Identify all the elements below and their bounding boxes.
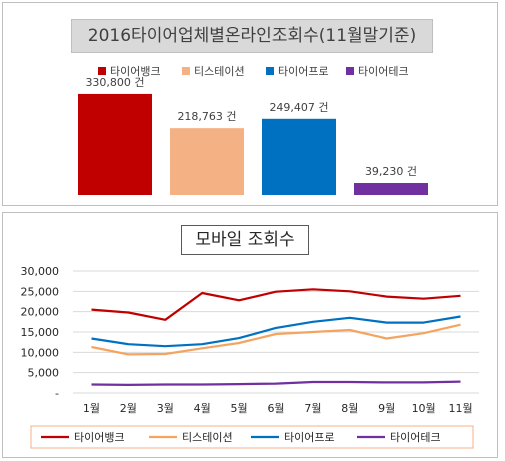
bar-chart-title: 2016타이어업체별온라인조회수(11월말기준) (71, 19, 433, 53)
line-plot: 30,000 25,000 20,000 15,000 10,000 5,000 - 1월 2월… (21, 265, 479, 449)
bar-1 (170, 128, 244, 195)
x-tick-label-2: 3월 (157, 402, 174, 415)
line-chart-title: 모바일 조회수 (181, 225, 309, 255)
legend-label-tiretech: 타이어테크 (358, 65, 409, 78)
legend-swatch-tirepro (266, 67, 274, 75)
bar-chart-panel: 2016타이어업체별온라인조회수(11월말기준) 타이어뱅크 티스테이션 타이어… (2, 2, 498, 206)
legend-item-tstation: 티스테이션 (182, 63, 245, 81)
y-tick-label-1: 25,000 (21, 285, 60, 298)
legend-item-tirebank: 타이어뱅크 (98, 63, 161, 81)
bar-2 (262, 118, 336, 195)
legend-item-tiretech: 타이어테크 (346, 63, 409, 81)
x-tick-label-6: 7월 (304, 402, 321, 415)
legend-swatch-tirebank (98, 67, 106, 75)
bar-0 (78, 93, 152, 195)
legend-swatch-tstation (182, 67, 190, 75)
series-line-1 (91, 323, 461, 356)
legend-label-0: 타이어뱅크 (74, 431, 125, 444)
y-tick-label-3: 15,000 (21, 326, 60, 339)
bar-3 (354, 183, 428, 195)
legend-label-3: 타이어테크 (390, 431, 441, 444)
y-tick-label-6: - (55, 387, 59, 400)
y-tick-label-4: 10,000 (21, 346, 60, 359)
series-line-0 (91, 288, 461, 321)
x-tick-label-4: 5월 (231, 402, 248, 415)
x-tick-label-7: 8월 (341, 402, 358, 415)
bar-value-label-1: 218,763 건 (177, 110, 236, 123)
x-tick-label-1: 2월 (120, 402, 137, 415)
x-tick-label-5: 6월 (267, 402, 284, 415)
series-line-2 (91, 315, 461, 348)
legend-label-1: 티스테이션 (182, 431, 233, 444)
series-line-3 (91, 380, 461, 386)
legend-label-tirebank: 타이어뱅크 (110, 65, 161, 78)
bar-plot: 330,800 건 218,763 건 249,407 건 39,230 건 (78, 76, 428, 195)
legend-label-2: 타이어프로 (284, 431, 335, 444)
legend-item-tirepro: 타이어프로 (266, 63, 329, 81)
x-tick-label-8: 9월 (378, 402, 395, 415)
y-tick-label-5: 5,000 (28, 367, 60, 380)
y-tick-label-0: 30,000 (21, 265, 60, 278)
bar-value-label-0: 330,800 건 (85, 76, 144, 89)
bar-value-label-2: 249,407 건 (269, 101, 328, 114)
x-tick-label-3: 4월 (194, 402, 211, 415)
x-tick-label-10: 11월 (448, 402, 472, 415)
legend-swatch-tiretech (346, 67, 354, 75)
line-chart-legend: 타이어뱅크 티스테이션 타이어프로 타이어테크 (30, 425, 474, 449)
y-tick-label-2: 20,000 (21, 306, 60, 319)
line-chart-panel: 모바일 조회수 30,000 25,000 20,000 15,000 10,000 5,… (2, 212, 498, 458)
legend-label-tstation: 티스테이션 (194, 65, 245, 78)
x-tick-label-9: 10월 (412, 402, 436, 415)
x-tick-label-0: 1월 (83, 402, 100, 415)
legend-label-tirepro: 타이어프로 (278, 65, 329, 78)
bar-chart-legend: 타이어뱅크 티스테이션 타이어프로 타이어테크 (3, 63, 497, 81)
bar-value-label-3: 39,230 건 (365, 165, 417, 178)
